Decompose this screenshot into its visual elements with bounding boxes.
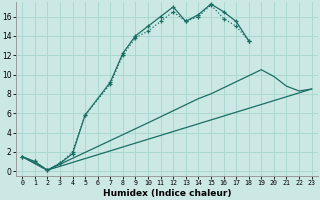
X-axis label: Humidex (Indice chaleur): Humidex (Indice chaleur) xyxy=(103,189,231,198)
